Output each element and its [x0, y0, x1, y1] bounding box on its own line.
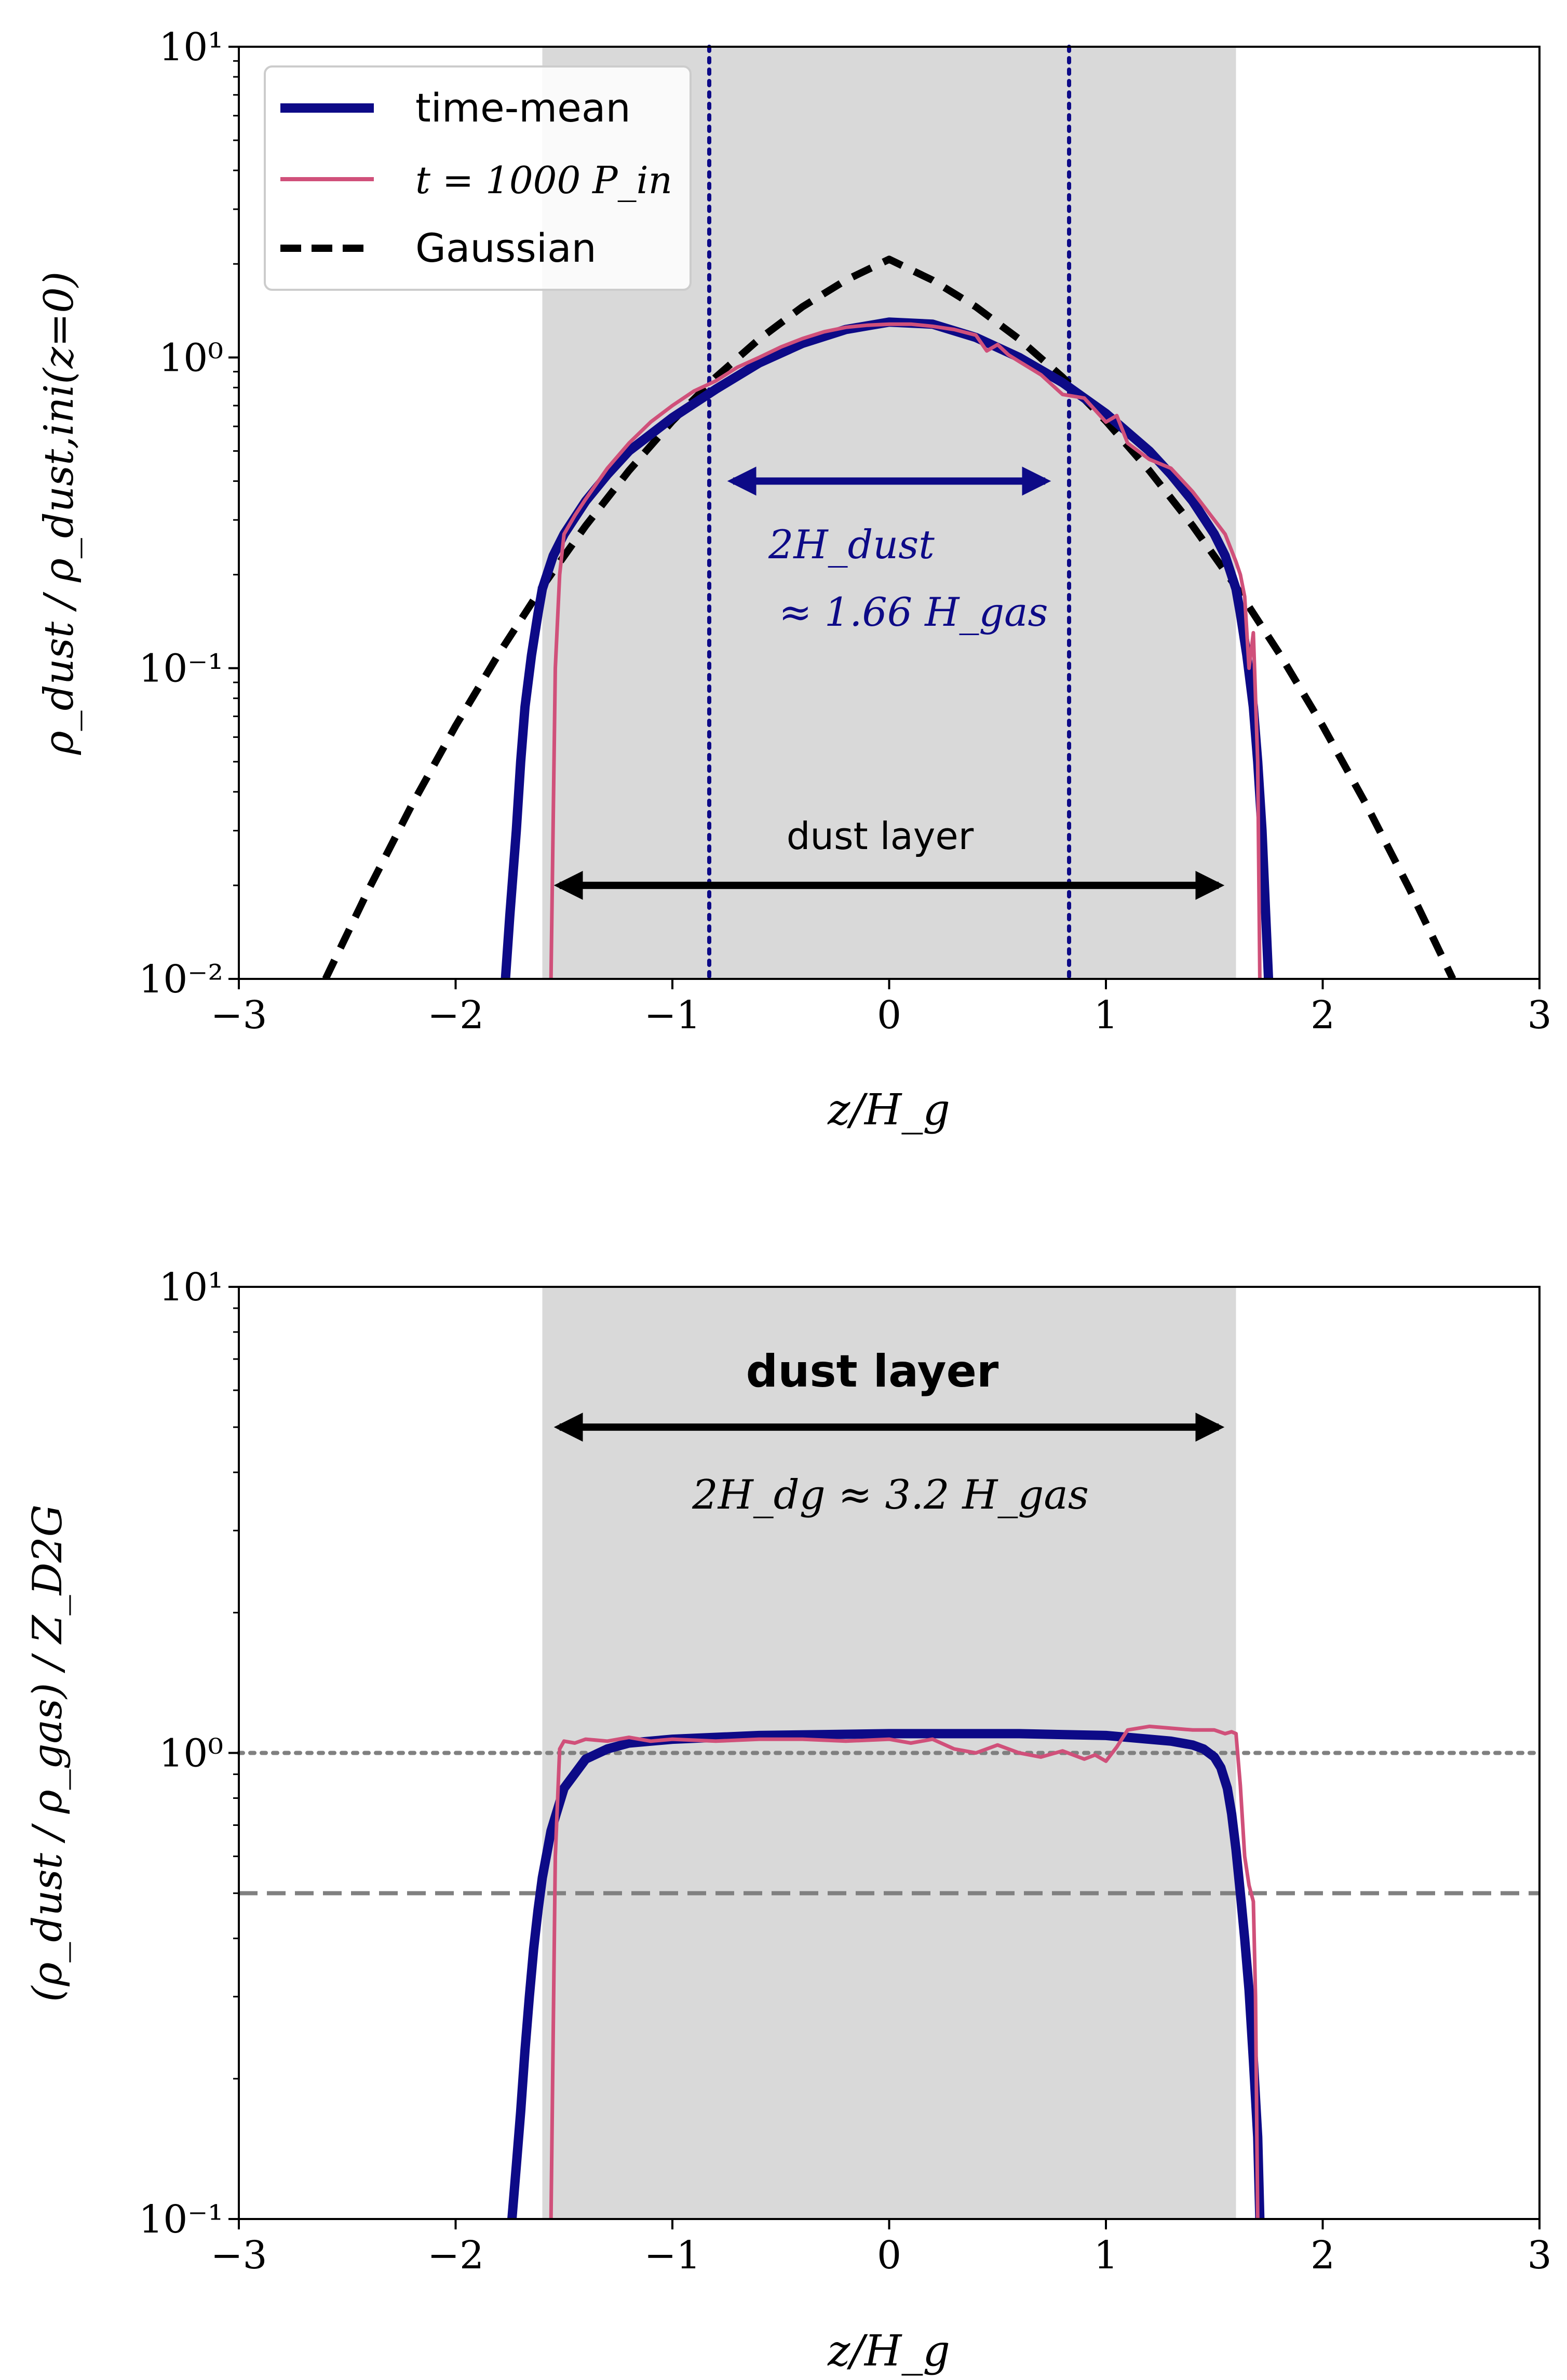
bottom-x-axis-label: z/H_g: [827, 2327, 950, 2376]
top-dust-layer-label: dust layer: [787, 814, 974, 858]
x-tick-label: 1: [1093, 2233, 1118, 2278]
x-tick-label: 0: [877, 2233, 901, 2278]
y-tick-label: 10¹: [159, 1265, 223, 1310]
x-tick-label: 3: [1527, 2233, 1551, 2278]
bottom-curves: [507, 1724, 1265, 2219]
x-tick-label: −3: [210, 2233, 267, 2278]
x-tick-label: −2: [427, 993, 484, 1038]
bottom-x-ticks: −3 −2 −1 0 1 2 3: [210, 2219, 1552, 2278]
top-x-axis-label: z/H_g: [827, 1085, 950, 1135]
x-tick-label: 2: [1311, 2233, 1335, 2278]
top-legend: time-mean t = 1000 P_in Gaussian: [264, 65, 692, 291]
top-hdust-label-line2: ≈ 1.66 H_gas: [779, 589, 1048, 635]
x-tick-label: 3: [1527, 993, 1551, 1038]
x-tick-label: 2: [1311, 993, 1335, 1038]
series-line-t-1000-p-in: [549, 322, 1262, 979]
x-tick-label: −2: [427, 2233, 484, 2278]
legend-snapshot-label: t = 1000 P_in: [415, 158, 672, 202]
x-tick-label: −1: [644, 2233, 700, 2278]
x-tick-label: 0: [877, 993, 901, 1038]
top-panel: 2H_dust ≈ 1.66 H_gas dust layer −3 −2 −1 0 1…: [36, 25, 1552, 1135]
top-y-axis-label: ρ_dust / ρ_dust,ini(z=0): [36, 272, 83, 756]
top-y-ticks: 10⁻² 10⁻¹ 10⁰ 10¹: [139, 25, 239, 1002]
top-hdust-label-line1: 2H_dust: [768, 521, 935, 568]
y-tick-label: 10⁰: [159, 1731, 223, 1776]
y-tick-label: 10⁻¹: [139, 2197, 223, 2242]
y-tick-label: 10⁻¹: [139, 647, 223, 691]
x-tick-label: −3: [210, 993, 267, 1038]
legend-time-mean-label: time-mean: [415, 85, 631, 131]
y-tick-label: 10¹: [159, 25, 223, 70]
top-x-ticks: −3 −2 −1 0 1 2 3: [210, 979, 1552, 1038]
legend-gaussian-label: Gaussian: [415, 225, 597, 271]
series-line-gaussian: [322, 256, 1456, 979]
x-tick-label: 1: [1093, 993, 1118, 1038]
bottom-panel: dust layer 2H_dg ≈ 3.2 H_gas −3 −2 −1 0 1 2 3 …: [24, 1265, 1552, 2376]
legend-box: [264, 65, 692, 291]
bottom-reference-hlines: [237, 1751, 1542, 1895]
x-tick-label: −1: [644, 993, 700, 1038]
y-tick-label: 10⁻²: [139, 957, 223, 1002]
series-line-time-mean: [507, 1729, 1265, 2219]
y-tick-label: 10⁰: [159, 335, 223, 380]
series-line-t-1000-p-in: [549, 1724, 1260, 2219]
bottom-y-axis-label: (ρ_dust / ρ_gas) / Z_D2G: [24, 1504, 71, 2002]
top-hdust-vlines: [707, 45, 1072, 981]
bottom-y-ticks: 10⁻¹ 10⁰ 10¹: [139, 1265, 239, 2242]
bottom-hdg-label: 2H_dg ≈ 3.2 H_gas: [692, 1472, 1089, 1518]
bottom-dust-layer-label: dust layer: [746, 1346, 999, 1397]
top-curves: [322, 256, 1456, 979]
